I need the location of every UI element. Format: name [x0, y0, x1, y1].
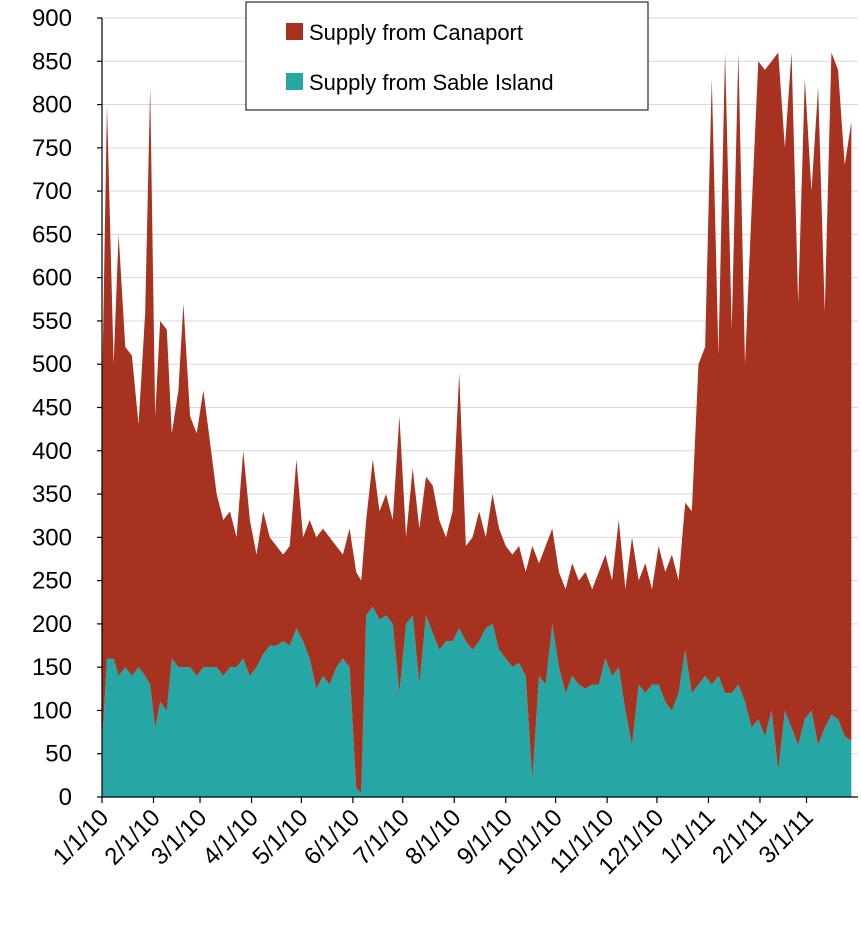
y-tick-label: 0 — [59, 784, 72, 811]
y-tick-label: 250 — [32, 568, 72, 595]
x-tick-label: 4/1/10 — [198, 804, 264, 870]
legend-label: Supply from Sable Island — [309, 70, 554, 95]
y-tick-label: 350 — [32, 481, 72, 508]
y-tick-label: 300 — [32, 524, 72, 551]
x-tick-label: 3/1/11 — [754, 804, 819, 869]
y-tick-label: 650 — [32, 221, 72, 248]
x-tick-label: 7/1/10 — [349, 804, 415, 870]
y-tick-label: 450 — [32, 395, 72, 422]
y-tick-label: 500 — [32, 351, 72, 378]
legend-box — [245, 1, 649, 111]
x-tick-label: 8/1/10 — [400, 804, 466, 870]
y-tick-label: 100 — [32, 697, 72, 724]
areas — [102, 52, 852, 797]
area — [102, 606, 852, 797]
y-tick-label: 150 — [32, 654, 72, 681]
x-tick-label: 1/1/11 — [656, 804, 721, 869]
y-tick-label: 900 — [32, 5, 72, 32]
y-tick-label: 750 — [32, 135, 72, 162]
x-tick-label: 5/1/10 — [247, 804, 313, 870]
y-tick-label: 400 — [32, 438, 72, 465]
y-tick-label: 600 — [32, 265, 72, 292]
area — [102, 52, 852, 793]
y-tick-label: 800 — [32, 92, 72, 119]
legend-swatch — [286, 23, 303, 40]
y-tick-label: 700 — [32, 178, 72, 205]
legend: Supply from Canaport Supply from Sable Is… — [245, 1, 649, 111]
y-tick-label: 550 — [32, 308, 72, 335]
x-tick-label: 1/1/10 — [48, 804, 114, 870]
legend-label: Supply from Canaport — [309, 20, 523, 45]
legend-swatch — [286, 73, 303, 90]
y-tick-label: 850 — [32, 48, 72, 75]
y-tick-label: 50 — [45, 741, 72, 768]
x-tick-label: 6/1/10 — [299, 804, 365, 870]
y-tick-label: 200 — [32, 611, 72, 638]
